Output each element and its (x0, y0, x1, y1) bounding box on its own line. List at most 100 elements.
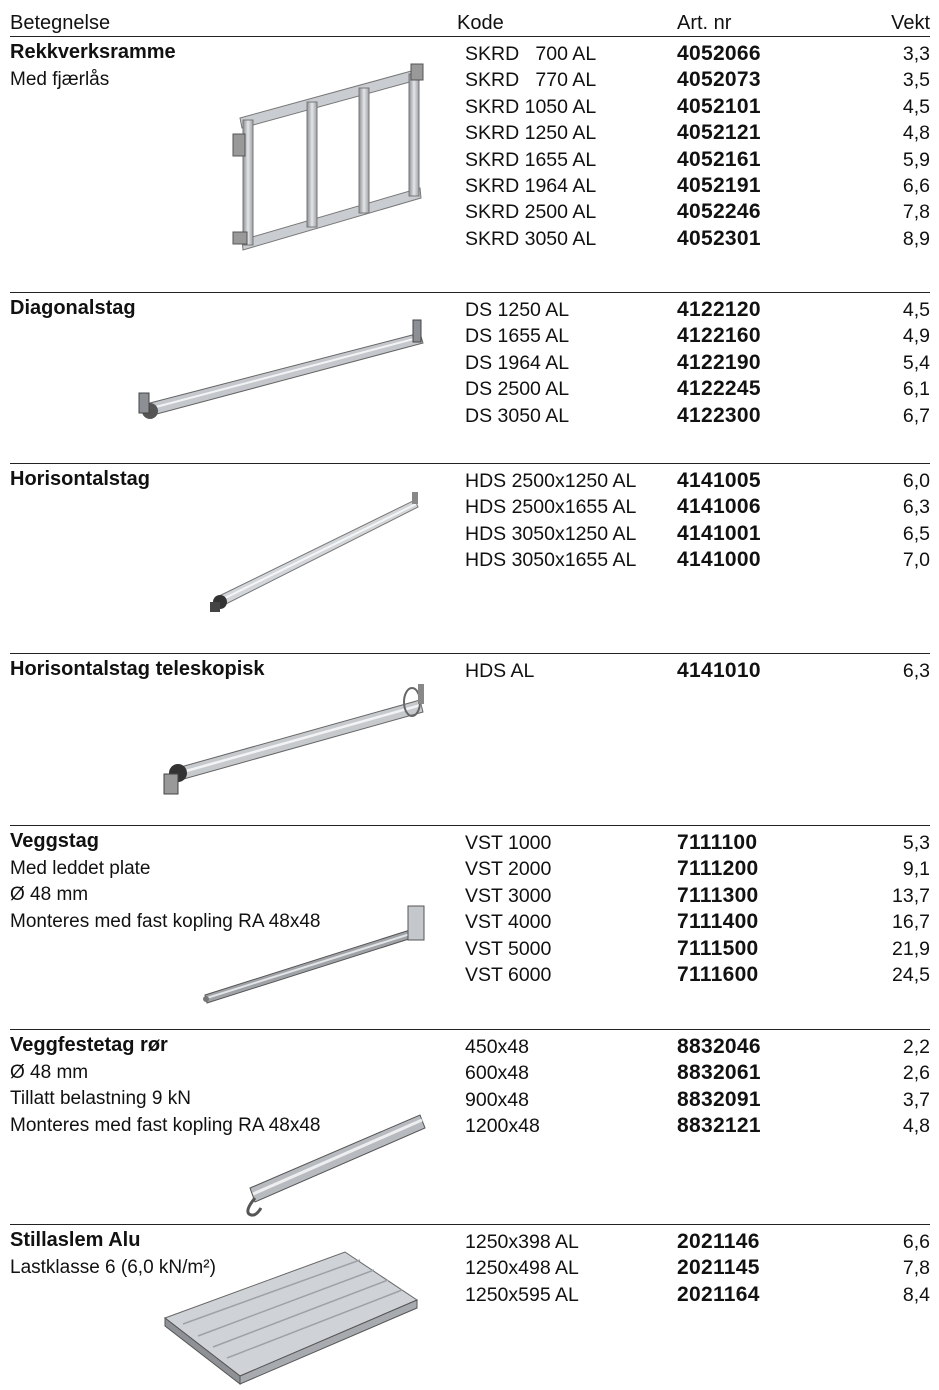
product-code: DS 3050 AL (465, 404, 570, 427)
weight-value: 6,3 (902, 496, 930, 519)
table-row: 600x48 8832061 2,6 (465, 1060, 930, 1086)
product-title: Rekkverksramme (10, 41, 176, 63)
product-code: VST 2000 (465, 858, 552, 881)
wall-anchor-tube-image (246, 1114, 426, 1217)
table-row: DS 1655 AL 4122160 4,9 (465, 323, 930, 349)
variant-list: VST 1000 7111100 5,3 VST 2000 7111200 9,1 VST … (465, 830, 930, 988)
product-title: Diagonalstag (10, 297, 136, 319)
article-number: 4052301 (677, 226, 761, 250)
product-code: HDS AL (465, 660, 535, 682)
table-row: HDS 2500x1655 AL 4141006 6,3 (465, 494, 930, 520)
product-code: SKRD 1964 AL (465, 174, 597, 197)
product-code: VST 5000 (465, 937, 552, 960)
weight-value: 8,4 (902, 1283, 930, 1306)
scaffold-deck-image (163, 1251, 419, 1386)
weight-value: 13,7 (892, 884, 930, 907)
variant-list: DS 1250 AL 4122120 4,5 DS 1655 AL 4122160 4,9… (465, 297, 930, 429)
weight-value: 16,7 (892, 911, 930, 934)
article-number: 2021164 (677, 1282, 760, 1306)
table-row: DS 1964 AL 4122190 5,4 (465, 350, 930, 376)
weight-value: 6,0 (902, 470, 930, 492)
table-row: 1250x498 AL 2021145 7,8 (465, 1255, 930, 1281)
article-number: 4052066 (677, 42, 761, 65)
product-description: Ø 48 mm (10, 884, 89, 906)
product-code: 1250x398 AL (465, 1231, 579, 1253)
article-number: 4052073 (677, 68, 761, 92)
product-code: HDS 2500x1655 AL (465, 496, 637, 519)
weight-value: 5,3 (902, 832, 930, 854)
product-description: Ø 48 mm (10, 1062, 89, 1083)
weight-value: 7,8 (902, 1257, 930, 1280)
product-code: VST 1000 (465, 832, 552, 854)
header-code: Kode (457, 12, 504, 34)
article-number: 4141005 (677, 469, 761, 492)
product-code: HDS 3050x1250 AL (465, 522, 637, 545)
article-number: 8832121 (677, 1114, 761, 1138)
telescopic-horizontal-brace-image (163, 684, 424, 795)
article-number: 8832061 (677, 1061, 761, 1085)
weight-value: 9,1 (902, 858, 930, 881)
product-code: DS 2500 AL (465, 378, 570, 401)
article-number: 4122190 (677, 350, 761, 374)
header-weight: Vekt (891, 12, 930, 34)
weight-value: 4,8 (902, 1115, 930, 1138)
product-code: 1250x595 AL (465, 1283, 579, 1306)
product-code: DS 1250 AL (465, 299, 570, 321)
product-title: Stillaslem Alu (10, 1229, 141, 1251)
header-article-number: Art. nr (677, 12, 732, 34)
product-section: Veggstag Med leddet plate Ø 48 mm Monteres … (10, 825, 930, 1030)
table-row: DS 2500 AL 4122245 6,1 (465, 376, 930, 402)
weight-value: 2,2 (902, 1036, 930, 1058)
table-row: DS 3050 AL 4122300 6,7 (465, 403, 930, 429)
weight-value: 6,1 (902, 378, 930, 401)
product-code: SKRD 700 AL (465, 43, 597, 65)
weight-value: 6,3 (902, 660, 930, 682)
variant-list: HDS 2500x1250 AL 4141005 6,0 HDS 2500x1655 … (465, 468, 930, 574)
product-description: Tillatt belastning 9 kN (10, 1088, 191, 1110)
table-row: SKRD 3050 AL 4052301 8,9 (465, 226, 930, 252)
product-description: Monteres med fast kopling RA 48x48 (10, 910, 321, 932)
table-row: SKRD 1050 AL 4052101 4,5 (465, 94, 930, 120)
weight-value: 5,9 (902, 148, 930, 171)
product-code: VST 6000 (465, 963, 552, 986)
table-header: Betegnelse Kode Art. nr Vekt (10, 8, 930, 37)
article-number: 4141000 (677, 548, 761, 572)
product-code: SKRD 1050 AL (465, 95, 597, 118)
product-code: 1200x48 (465, 1115, 540, 1138)
table-row: SKRD 1250 AL 4052121 4,8 (465, 120, 930, 146)
product-code: DS 1655 AL (465, 325, 570, 348)
product-code: 450x48 (465, 1036, 529, 1058)
article-number: 4122160 (677, 324, 761, 348)
weight-value: 5,4 (902, 351, 930, 374)
product-code: SKRD 1250 AL (465, 122, 597, 145)
article-number: 4122245 (677, 377, 761, 401)
product-section: Stillaslem Alu Lastklasse 6 (6,0 kN/m²) 12… (10, 1224, 930, 1390)
weight-value: 4,8 (902, 122, 930, 145)
table-row: SKRD 1964 AL 4052191 6,6 (465, 173, 930, 199)
product-code: SKRD 1655 AL (465, 148, 597, 171)
product-code: 1250x498 AL (465, 1257, 579, 1280)
product-code: VST 3000 (465, 884, 552, 907)
table-row: SKRD 700 AL 4052066 3,3 (465, 41, 930, 67)
product-title: Veggfestetag rør (10, 1034, 168, 1056)
product-title: Veggstag (10, 830, 99, 852)
product-code: SKRD 2500 AL (465, 201, 597, 224)
header-name: Betegnelse (10, 12, 111, 34)
product-description: Monteres med fast kopling RA 48x48 (10, 1114, 321, 1136)
weight-value: 3,3 (902, 43, 930, 65)
weight-value: 7,0 (902, 549, 930, 572)
product-code: SKRD 770 AL (465, 69, 597, 92)
product-code: 900x48 (465, 1088, 529, 1111)
article-number: 7111100 (677, 831, 758, 854)
weight-value: 4,5 (902, 95, 930, 118)
article-number: 4052161 (677, 147, 761, 171)
table-row: 1250x595 AL 2021164 8,4 (465, 1282, 930, 1308)
table-row: HDS 2500x1250 AL 4141005 6,0 (465, 468, 930, 494)
product-description: Med leddet plate (10, 858, 151, 879)
table-row: 1200x48 8832121 4,8 (465, 1113, 930, 1139)
article-number: 4052101 (677, 94, 761, 118)
article-number: 4052246 (677, 200, 761, 224)
weight-value: 6,6 (902, 174, 930, 197)
product-code: 600x48 (465, 1062, 529, 1085)
product-code: HDS 2500x1250 AL (465, 470, 637, 492)
